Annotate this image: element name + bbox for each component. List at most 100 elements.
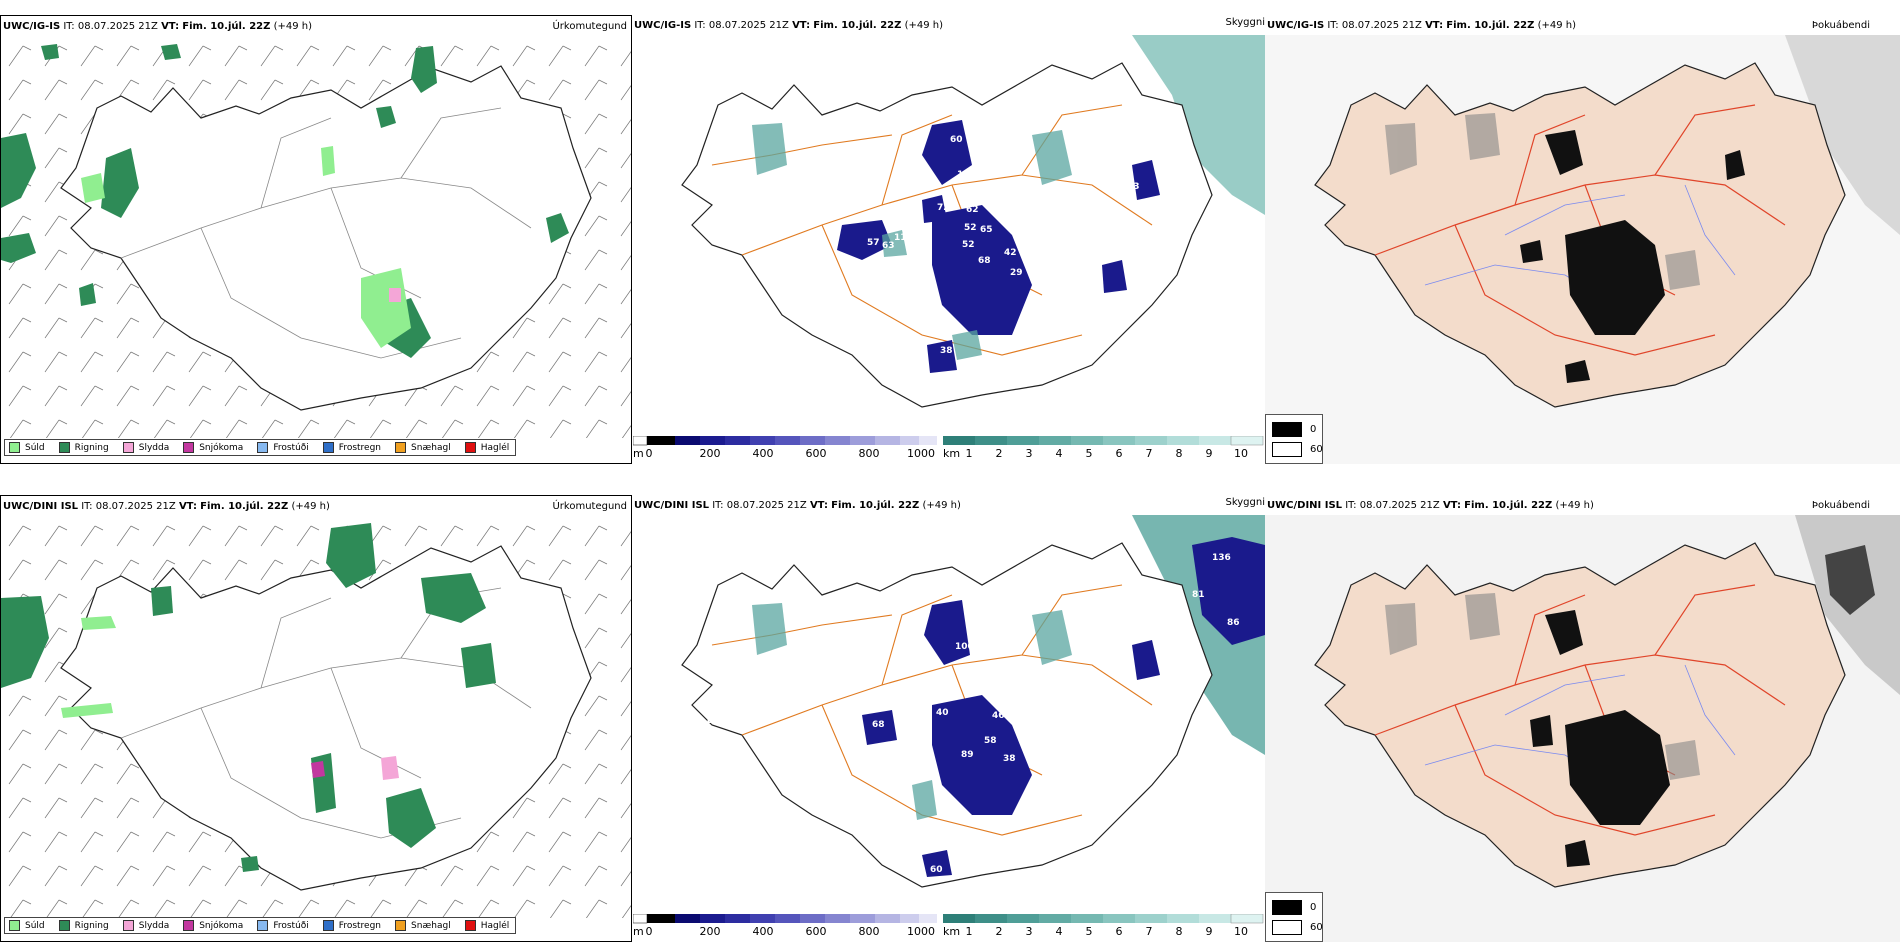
scale-cell [1103, 436, 1135, 445]
vis-scale-tick: 6 [1115, 925, 1123, 938]
cloud-base-label: 89 [961, 750, 974, 760]
cloud-base-label: 38 [1003, 754, 1016, 764]
scale-cell [825, 436, 850, 445]
cloud-base-label: 18 [707, 223, 720, 233]
it-label: IT: [694, 20, 706, 31]
sea-fog [1785, 35, 1900, 235]
sleet-area [381, 756, 399, 780]
vis-scale-bar [943, 436, 1264, 446]
it-label: IT: [1345, 500, 1357, 511]
panel-title: Úrkomutegund [552, 501, 627, 512]
legend-label: Frostregn [338, 442, 382, 453]
legend-item-snow-pellets: Snæhagl [395, 920, 451, 931]
scale-cell [1230, 914, 1264, 924]
legend-swatch [395, 442, 407, 453]
panel-header: UWC/DINI ISL IT: 08.07.2025 21Z VT: Fim.… [1267, 500, 1594, 511]
legend-label: Haglél [480, 442, 510, 453]
vis-scale-tick: 10 [1234, 925, 1248, 938]
scale-cell [1199, 436, 1231, 445]
cloud-base-label: 37 [908, 844, 921, 854]
cloud-scale-bar [633, 436, 937, 446]
legend-swatch [9, 920, 20, 931]
vis-scale-tick: 1 [965, 447, 973, 460]
fog-legend-swatch [1272, 900, 1302, 915]
cloud-scale-tick: 1000 [907, 447, 935, 460]
cloud-base-label: 12 [957, 170, 970, 180]
vt-label: VT: [178, 501, 197, 512]
model-name: UWC/DINI ISL [3, 501, 79, 512]
legend-swatch [58, 442, 70, 453]
vis-scale-tick: 5 [1085, 925, 1093, 938]
it-value: 08.07.2025 21Z [726, 500, 807, 511]
sleet-area [389, 288, 401, 302]
cloud-scale-tick: 600 [805, 447, 827, 460]
precip-panel-row2: UWC/DINI ISL IT: 08.07.2025 21Z VT: Fim.… [0, 495, 632, 942]
it-value: 08.07.2025 21Z [708, 20, 789, 31]
it-value: 08.07.2025 21Z [95, 501, 176, 512]
vis-scale-tick: 7 [1145, 447, 1153, 460]
vt-value: Fim. 10.júl. 22Z [182, 21, 271, 32]
panel-header: UWC/IG-IS IT: 08.07.2025 21Z VT: Fim. 10… [1267, 20, 1576, 31]
panel-title: Skyggni [1225, 497, 1265, 508]
cloud-scale-unit: m [633, 447, 644, 460]
fog-light-areas [1385, 593, 1700, 780]
scale-cell [825, 914, 850, 923]
legend-item-drizzle: Súld [9, 442, 45, 453]
precip-panel-row1: UWC/IG-IS IT: 08.07.2025 21Z VT: Fim. 10… [0, 15, 632, 464]
cloud-scale-unit: m [633, 925, 644, 938]
legend-label: Slydda [138, 920, 170, 931]
rain-areas [1, 523, 496, 872]
cloud-base-label: 11 [912, 344, 925, 354]
fog-legend-item: 60 [1272, 920, 1323, 935]
cloud-base-label: 62 [966, 205, 979, 215]
scale-cell [850, 914, 875, 923]
cloud-map: 136 81 86 100 68 40 46 58 89 38 30 37 60… [681, 515, 1265, 888]
vis-scale-tick: 6 [1115, 447, 1123, 460]
cloud-base-label: 81 [1192, 590, 1205, 600]
lead-time: (+49 h) [291, 501, 330, 512]
cloud-base-label: 46 [992, 711, 1005, 721]
fog-legend-swatch [1272, 422, 1302, 437]
scale-cell [900, 436, 919, 445]
scale-cell [1007, 436, 1039, 445]
scale-cell [900, 914, 919, 923]
legend-swatch [257, 442, 269, 453]
lead-time: (+49 h) [1555, 500, 1594, 511]
lead-time: (+49 h) [904, 20, 943, 31]
legend-item-rain: Rigning [58, 920, 109, 931]
panel-header: UWC/DINI ISL IT: 08.07.2025 21Z VT: Fim.… [3, 501, 330, 512]
vis-scale-labels: km 1 2 3 4 5 6 7 8 9 10 [943, 436, 1265, 460]
cloud-scale-tick: 1000 [907, 925, 935, 938]
vt-value: Fim. 10.júl. 22Z [831, 500, 920, 511]
fog-map [1265, 35, 1900, 464]
legend-swatch [257, 920, 269, 931]
scale-cell [750, 914, 775, 923]
scale-cell [700, 436, 725, 445]
fog-legend: 0 60 [1265, 892, 1323, 942]
cloud-base-label: 60 [950, 135, 963, 145]
cloud-scale-tick: 600 [805, 925, 827, 938]
vis-scale-tick: 9 [1205, 925, 1213, 938]
vis-scale-unit: km [943, 447, 961, 460]
legend-label: Slydda [138, 442, 170, 453]
cloud-base-label: 60 [930, 865, 943, 875]
vis-scale-tick: 4 [1055, 925, 1063, 938]
legend-swatch [395, 920, 407, 931]
panel-header: UWC/DINI ISL IT: 08.07.2025 21Z VT: Fim.… [634, 500, 961, 511]
legend-item-freezing-rain: Frostregn [322, 442, 382, 453]
fog-legend-item: 0 [1272, 422, 1316, 437]
vis-scale-bar [943, 914, 1264, 924]
legend-item-snow: Snjókoma [183, 920, 243, 931]
road-network [120, 107, 532, 359]
vis-scale-tick: 3 [1025, 447, 1033, 460]
cloud-base-label: 68 [872, 720, 885, 730]
legend-item-sleet: Slydda [122, 920, 170, 931]
vis-scale-tick: 7 [1145, 925, 1153, 938]
legend-swatch [58, 920, 70, 931]
fog-panel-row2: UWC/DINI ISL IT: 08.07.2025 21Z VT: Fim.… [1265, 495, 1900, 942]
cloud-base-label: 42 [1004, 248, 1017, 258]
cloud-scale-tick: 400 [752, 925, 774, 938]
cloud-scale-tick: 400 [752, 447, 774, 460]
legend-swatch [322, 442, 334, 453]
precip-map [1, 518, 631, 918]
